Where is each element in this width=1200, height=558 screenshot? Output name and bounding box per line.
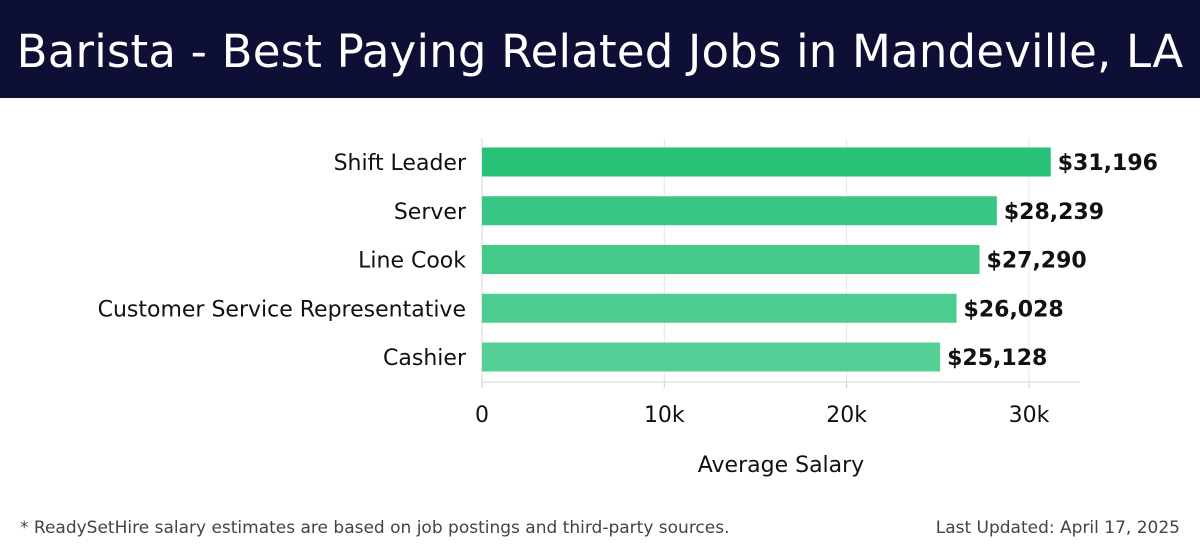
header-banner: Barista - Best Paying Related Jobs in Ma… — [0, 0, 1200, 98]
bar — [482, 245, 980, 274]
bar — [482, 342, 941, 372]
value-label: $27,290 — [987, 249, 1087, 274]
x-tick-label: 30k — [1009, 403, 1050, 428]
bar — [482, 293, 957, 323]
footnote: * ReadySetHire salary estimates are base… — [20, 518, 730, 538]
page-title: Barista - Best Paying Related Jobs in Ma… — [16, 25, 1184, 78]
bar — [482, 196, 997, 226]
last-updated: Last Updated: April 17, 2025 — [935, 518, 1180, 538]
category-label: Customer Service Representative — [98, 297, 466, 322]
value-label: $28,239 — [1004, 200, 1104, 225]
bar — [482, 147, 1051, 177]
category-label: Line Cook — [358, 249, 466, 274]
category-label: Shift Leader — [334, 151, 467, 176]
x-tick-label: 10k — [644, 403, 685, 428]
value-label: $31,196 — [1058, 151, 1158, 176]
value-label: $25,128 — [947, 346, 1047, 371]
value-label: $26,028 — [964, 297, 1064, 322]
category-label: Server — [394, 200, 467, 225]
x-tick-label: 0 — [475, 403, 489, 428]
x-axis-title: Average Salary — [698, 453, 864, 478]
category-label: Cashier — [383, 346, 467, 371]
x-tick-label: 20k — [826, 403, 867, 428]
